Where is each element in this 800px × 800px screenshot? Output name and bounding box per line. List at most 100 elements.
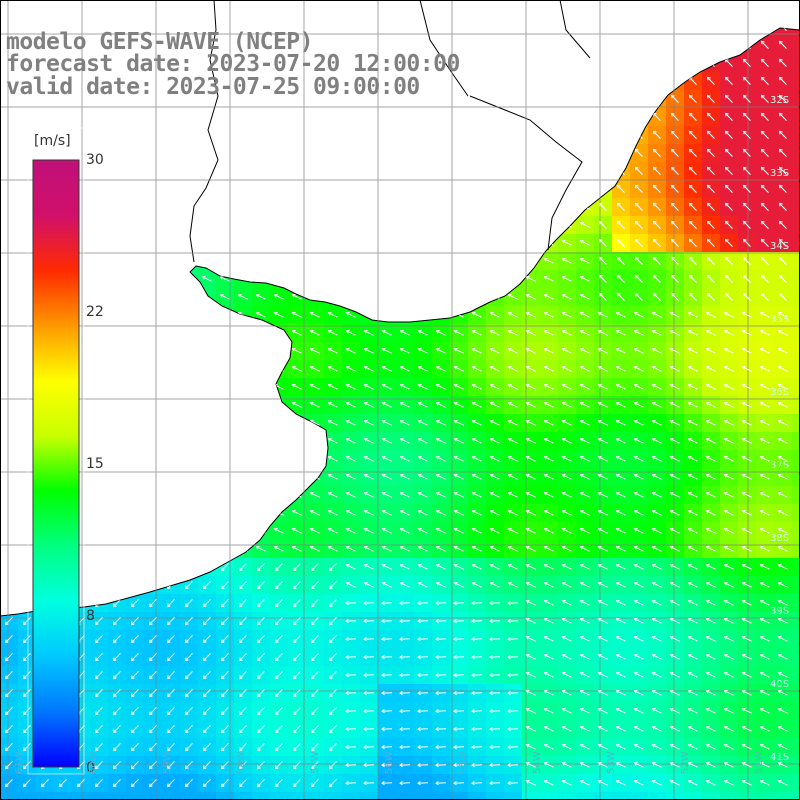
lon-label-59w: 59W xyxy=(162,751,173,774)
wind-arrow xyxy=(759,635,770,642)
wind-arrow xyxy=(597,455,608,462)
wind-arrow xyxy=(291,383,302,390)
wind-arrow xyxy=(742,166,751,175)
wind-arrow xyxy=(651,473,662,480)
wind-arrow xyxy=(723,635,734,642)
wind-arrow xyxy=(507,365,518,372)
wind-arrow xyxy=(651,671,662,678)
wind-cell xyxy=(792,486,800,504)
wind-arrow xyxy=(579,617,590,624)
wind-arrow xyxy=(634,184,643,193)
wind-arrow xyxy=(742,256,751,265)
wind-arrow xyxy=(274,653,283,662)
wind-arrow xyxy=(597,473,608,480)
wind-arrow xyxy=(670,238,679,247)
wind-arrow xyxy=(669,365,680,372)
wind-arrow xyxy=(687,491,698,498)
wind-arrow xyxy=(705,455,716,462)
wind-arrow xyxy=(166,617,175,626)
wind-arrow xyxy=(130,599,139,608)
wind-arrow xyxy=(256,743,265,752)
wind-arrow xyxy=(651,599,662,606)
wind-arrow xyxy=(687,653,698,660)
wind-arrow xyxy=(705,725,716,732)
wind-arrow xyxy=(669,473,680,480)
wind-arrow xyxy=(543,617,554,624)
wind-arrow xyxy=(328,779,337,788)
wind-arrow xyxy=(723,563,734,570)
wind-cell xyxy=(216,792,234,800)
wind-arrow xyxy=(417,473,428,480)
lat-label-41s: 41S xyxy=(770,752,790,763)
wind-arrow xyxy=(471,365,482,372)
wind-arrow xyxy=(669,329,680,336)
wind-arrow xyxy=(273,311,284,318)
wind-cell xyxy=(792,144,800,162)
wind-cell xyxy=(792,558,800,576)
lon-label-56w: 56W xyxy=(384,751,395,774)
wind-arrow xyxy=(363,545,374,552)
wind-arrow xyxy=(741,527,752,534)
wind-arrow xyxy=(706,238,715,247)
wind-arrow xyxy=(598,238,607,247)
wind-arrow xyxy=(453,347,464,354)
wind-arrow xyxy=(507,491,518,498)
wind-cell xyxy=(486,792,504,800)
wind-arrow xyxy=(561,365,572,372)
wind-arrow xyxy=(687,545,698,552)
wind-arrow xyxy=(705,347,716,354)
wind-arrow xyxy=(255,545,266,552)
wind-arrow xyxy=(742,112,751,121)
wind-arrow xyxy=(507,455,518,462)
wind-arrow xyxy=(453,763,465,768)
wind-cell xyxy=(792,792,800,800)
wind-arrow xyxy=(292,599,301,608)
wind-arrow xyxy=(471,311,482,318)
wind-arrow xyxy=(687,473,698,480)
wind-arrow xyxy=(291,401,302,408)
wind-arrow xyxy=(435,347,446,354)
wind-arrow xyxy=(310,743,319,752)
wind-arrow xyxy=(634,220,643,229)
wind-arrow xyxy=(723,491,734,498)
border-line xyxy=(559,0,591,59)
wind-arrow xyxy=(759,527,770,534)
wind-arrow xyxy=(543,329,554,336)
wind-arrow xyxy=(381,727,393,732)
wind-arrow xyxy=(417,545,428,552)
wind-arrow xyxy=(220,653,229,662)
wind-arrow xyxy=(543,725,554,732)
wind-arrow xyxy=(363,563,374,570)
wind-arrow xyxy=(291,509,302,516)
wind-arrow xyxy=(742,184,751,193)
wind-arrow xyxy=(274,707,283,716)
wind-arrow xyxy=(633,563,644,570)
wind-cell xyxy=(792,540,800,558)
wind-arrow xyxy=(759,473,770,480)
wind-arrow xyxy=(453,455,464,462)
wind-arrow xyxy=(202,707,211,716)
lat-label-34s: 34S xyxy=(770,241,790,252)
wind-arrow xyxy=(723,509,734,516)
wind-arrow xyxy=(633,707,644,714)
wind-arrow xyxy=(615,653,626,660)
wind-arrow xyxy=(435,383,446,390)
border-line xyxy=(469,95,583,251)
wind-arrow xyxy=(112,761,121,770)
wind-arrow xyxy=(669,635,680,642)
wind-arrow xyxy=(651,743,662,750)
wind-arrow xyxy=(399,509,410,516)
wind-arrow xyxy=(184,725,193,734)
wind-arrow xyxy=(525,455,536,462)
wind-arrow xyxy=(94,779,103,788)
wind-cell xyxy=(90,792,108,800)
wind-arrow xyxy=(724,220,733,229)
wind-cell xyxy=(792,252,800,270)
wind-arrow xyxy=(363,509,374,516)
wind-arrow xyxy=(598,256,607,265)
wind-arrow xyxy=(202,617,211,626)
wind-cell xyxy=(792,360,800,378)
wind-arrow xyxy=(669,455,680,462)
wind-cell xyxy=(792,378,800,396)
